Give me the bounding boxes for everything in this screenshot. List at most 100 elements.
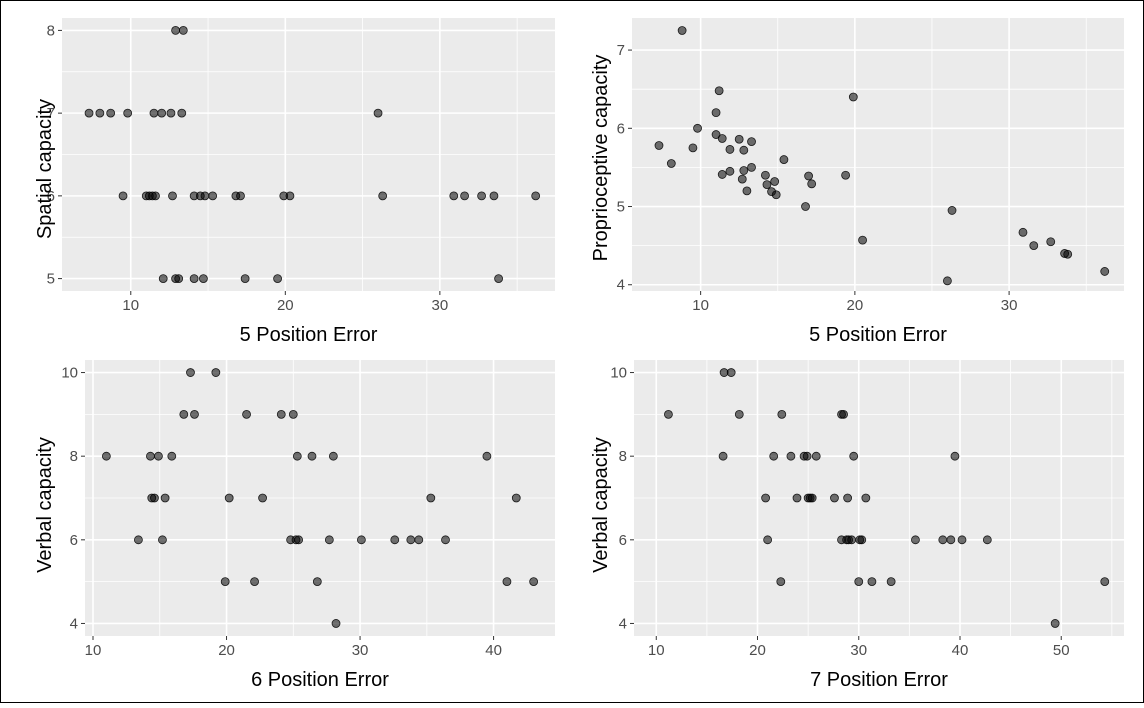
scatter-point [666,159,676,168]
y-tick-label: 8 [70,448,78,465]
scatter-point [101,451,111,461]
scatter-point [489,191,499,201]
scatter-point [529,577,539,587]
y-tick-label: 6 [617,120,625,137]
scatter-point [861,493,871,503]
scatter-point [356,535,366,545]
scatter-point [786,451,796,461]
scatter-point [654,141,664,150]
scatter-point [1100,267,1110,276]
scatter-point [739,166,749,175]
scatter-point [843,493,853,503]
scatter-point [312,577,322,587]
y-tick-label: 8 [619,448,627,465]
scatter-point [158,535,167,545]
y-tick-label: 4 [617,277,625,294]
scatter-point [950,451,960,461]
scatter-point [1063,249,1073,259]
scatter-point [957,535,967,545]
scatter-point [166,108,176,118]
scatter-point [154,451,163,461]
x-tick-label: 20 [218,642,235,659]
scatter-point [807,179,817,189]
scatter-point [771,190,781,200]
scatter-point [414,535,424,545]
scatter-point [737,174,747,184]
scatter-point [177,108,187,118]
scatter-point [664,409,673,419]
scatter-point [1046,237,1056,247]
scatter-point [189,274,199,283]
scatter-point [847,535,857,545]
scatter-point [747,137,756,146]
x-tick-label: 40 [952,642,969,659]
scatter-point [328,451,338,461]
scatter-point [734,409,744,419]
scatter-point [179,409,189,419]
scatter-point [714,86,724,96]
scatter-point [792,493,802,503]
x-tick-label: 20 [277,297,294,314]
scatter-point [134,535,143,545]
scatter-point [288,409,298,419]
scatter-point [441,535,450,545]
scatter-point [84,108,94,118]
scatter-point [331,619,341,628]
y-tick-label: 10 [610,365,627,382]
scatter-point [190,409,199,419]
scatter-point [146,451,155,461]
x-tick-label: 40 [485,642,502,659]
scatter-point [240,274,250,283]
scatter-point [848,92,858,102]
scatter-point [174,274,184,283]
scatter-point [477,191,486,201]
scatter-point [292,451,302,461]
y-tick-label: 10 [61,365,78,382]
scatter-point [511,493,521,503]
scatter-point [711,108,721,118]
scatter-point [224,493,234,503]
scatter-point [777,409,787,419]
scatter-point [839,409,848,419]
x-tick-label: 20 [749,642,766,659]
y-tick-label: 6 [70,532,78,549]
x-axis-title: 5 Position Error [240,324,378,346]
y-axis-title: Proprioceptive capacity [590,55,612,262]
panel-3: 10 20 30 40 4 6 8 10 6 Position Error Verbal capa… [34,360,555,691]
scatter-point [717,134,727,143]
scatter-point [1029,241,1039,251]
scatter-point [168,191,177,201]
scatter-point [688,143,698,153]
scatter-point [378,191,388,201]
x-axis-title: 5 Position Error [809,324,947,346]
scatter-point [762,180,772,190]
x-axis-title: 6 Position Error [251,669,389,691]
scatter-point [725,145,735,154]
scatter-point [947,206,957,215]
scatter-point [236,191,245,201]
scatter-point [739,145,749,155]
y-tick-label: 5 [617,199,625,216]
scatter-point [747,163,756,172]
scatter-point [294,535,304,545]
scatter-point [149,108,159,118]
scatter-point [276,409,286,419]
y-tick-label: 6 [619,532,627,549]
scatter-point [761,170,770,180]
y-tick-label: 4 [619,615,627,632]
y-tick-label: 7 [47,105,55,122]
scatter-point [258,493,267,503]
scatter-point [307,451,317,461]
scatter-point [242,409,251,419]
x-tick-label: 30 [1001,297,1018,314]
y-tick-label: 5 [47,271,55,288]
scatter-point [1100,577,1110,587]
scatter-point [285,191,295,201]
scatter-point [830,493,839,503]
scatter-point [324,535,334,545]
scatter-point [801,202,810,211]
scatter-point [160,493,170,503]
scatter-point [460,191,469,201]
scatter-point [157,108,167,118]
